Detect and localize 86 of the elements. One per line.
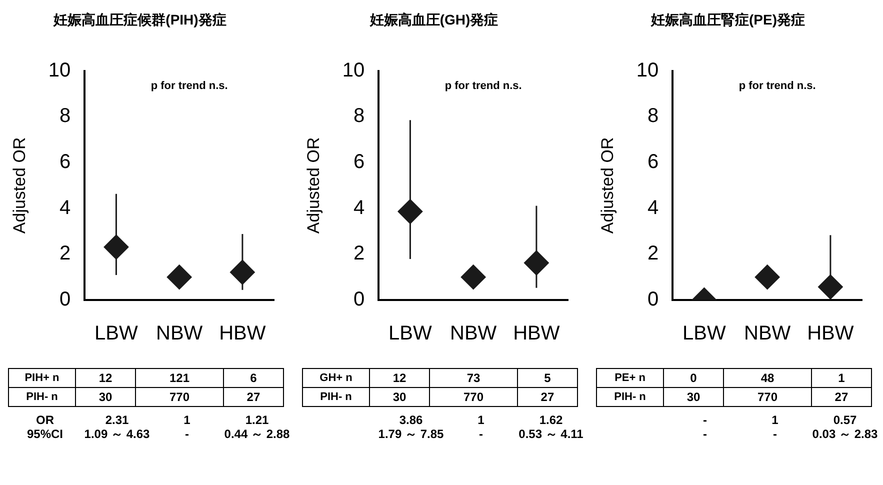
y-tick-label: 4 (60, 196, 71, 219)
text: 0.03 ～ 2.83 (811, 427, 879, 441)
y-tick-label: 2 (354, 242, 365, 265)
y-tick-label: 10 (636, 59, 659, 82)
data-label: 0.57 (832, 413, 858, 427)
text: 27 (811, 388, 872, 406)
data-label: 2.31 (104, 413, 130, 427)
y-axis-title: Adjusted OR (598, 137, 617, 234)
annotation: p for trend n.s. (738, 80, 816, 92)
y-tick-label: 0 (648, 288, 659, 311)
y-axis-title: Adjusted OR (304, 137, 323, 234)
text: - (478, 427, 484, 441)
chart-title: 妊娠高血圧腎症(PE)発症 (650, 11, 805, 28)
text: 0.44 ～ 2.88 (223, 427, 291, 441)
y-tick-label: 10 (342, 59, 365, 82)
text: 73 (430, 368, 518, 388)
text: 1 (811, 368, 872, 388)
point (460, 264, 486, 290)
point (398, 199, 423, 224)
annotation: p for trend n.s. (444, 80, 522, 92)
text: PE+ n (596, 368, 664, 388)
text: 27 (517, 388, 578, 406)
text: PIH- n (302, 388, 370, 406)
y-tick-label: 0 (354, 288, 365, 311)
text: 30 (76, 388, 136, 406)
y-tick-label: 4 (354, 196, 365, 219)
text: PIH- n (8, 388, 76, 406)
data-label: 1.21 (244, 413, 270, 427)
text: 1.09 ～ 4.63 (83, 427, 151, 441)
text: GH+ n (302, 368, 370, 388)
y-tick-label: 6 (648, 150, 659, 173)
text: - (702, 427, 708, 441)
point (230, 260, 255, 285)
data-label: 1 (770, 413, 780, 427)
x-tick-label: NBW (156, 322, 203, 345)
text: 0 (664, 368, 724, 388)
text: 770 (136, 388, 224, 406)
text: 770 (430, 388, 518, 406)
x-tick-label: NBW (744, 322, 791, 345)
y-tick-label: 8 (60, 105, 71, 128)
x-tick-label: HBW (513, 322, 560, 345)
annotation: p for trend n.s. (150, 80, 228, 92)
text: - (184, 427, 190, 441)
chart-title: 妊娠高血圧症候群(PIH)発症 (52, 11, 226, 28)
text: PIH+ n (8, 368, 76, 388)
y-tick-label: 8 (648, 105, 659, 128)
data-label: 1 (476, 413, 486, 427)
y-tick-label: 2 (60, 242, 71, 265)
text: 5 (517, 368, 578, 388)
x-tick-label: LBW (388, 322, 432, 345)
y-tick-label: 6 (60, 150, 71, 173)
x-tick-label: HBW (219, 322, 266, 345)
text: 121 (136, 368, 224, 388)
y-tick-label: 10 (48, 59, 71, 82)
text: 1.79 ～ 7.85 (377, 427, 445, 441)
text: 27 (223, 388, 284, 406)
text: 0.53 ～ 4.11 (518, 427, 584, 441)
text: - (772, 427, 778, 441)
text: 30 (664, 388, 724, 406)
text: OR (35, 413, 55, 427)
x-tick-label: LBW (682, 322, 726, 345)
text: 770 (724, 388, 812, 406)
data-label: 1 (182, 413, 192, 427)
y-tick-label: 4 (648, 196, 659, 219)
text: 48 (724, 368, 812, 388)
data-label: - (702, 413, 708, 427)
y-tick-label: 6 (354, 150, 365, 173)
x-tick-label: LBW (94, 322, 138, 345)
text: 30 (370, 388, 430, 406)
text: 12 (370, 368, 430, 388)
x-tick-label: NBW (450, 322, 497, 345)
text: 12 (76, 368, 136, 388)
text: 95%CI (26, 427, 64, 441)
point (524, 250, 549, 276)
data-label: 1.62 (538, 413, 564, 427)
data-label: 3.86 (398, 413, 424, 427)
y-axis-title: Adjusted OR (10, 137, 29, 234)
text: 6 (223, 368, 284, 388)
y-tick-label: 2 (648, 242, 659, 265)
point (166, 264, 192, 290)
point (104, 234, 129, 260)
x-tick-label: HBW (807, 322, 854, 345)
chart-title: 妊娠高血圧(GH)発症 (368, 11, 498, 28)
text: PIH- n (596, 388, 664, 406)
y-tick-label: 8 (354, 105, 365, 128)
y-tick-label: 0 (60, 288, 71, 311)
